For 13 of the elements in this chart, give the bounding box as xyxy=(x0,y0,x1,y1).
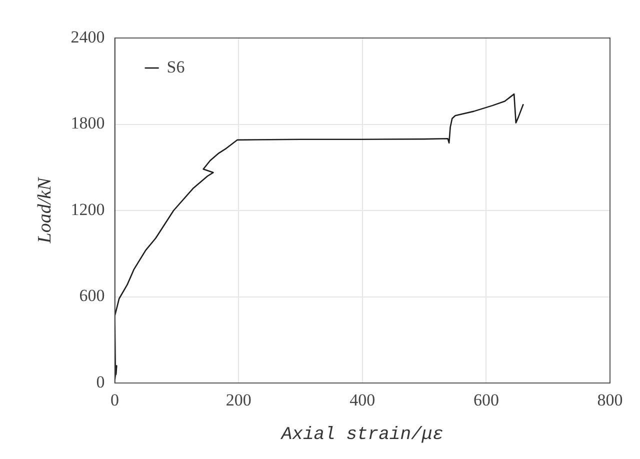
y-tick-label: 1200 xyxy=(70,200,105,219)
legend-label: S6 xyxy=(166,57,185,76)
x-tick-label: 0 xyxy=(110,390,120,410)
y-tick-label: 2400 xyxy=(70,27,105,46)
x-axis-title: Axial strain/με xyxy=(280,424,444,445)
x-tick-label: 200 xyxy=(226,390,252,410)
x-tick-label: 800 xyxy=(597,390,623,410)
x-tick-label: 600 xyxy=(473,390,499,410)
y-tick-label: 0 xyxy=(96,372,105,392)
y-tick-label: 1800 xyxy=(70,114,105,133)
y-axis-title: Load/kN xyxy=(34,176,56,244)
x-tick-label: 400 xyxy=(350,390,376,410)
y-tick-label: 600 xyxy=(79,286,105,306)
